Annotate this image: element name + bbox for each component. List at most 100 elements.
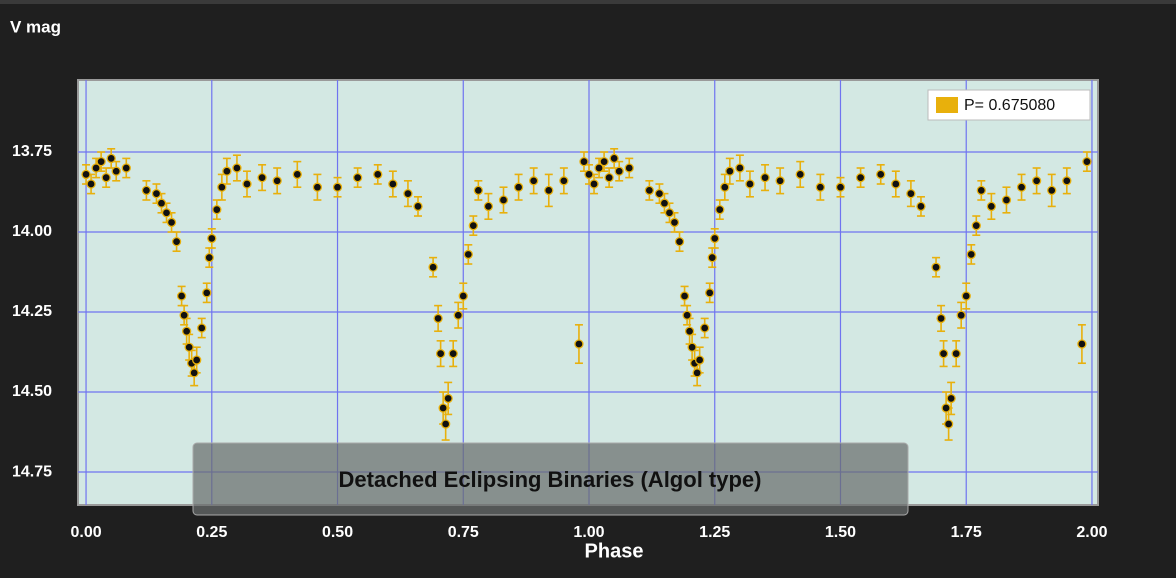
data-point xyxy=(222,166,232,176)
data-point xyxy=(986,201,997,212)
series xyxy=(81,148,1092,441)
data-point xyxy=(906,188,916,199)
data-point xyxy=(257,172,267,183)
data-point xyxy=(700,323,710,333)
data-point xyxy=(669,217,680,228)
data-point xyxy=(232,163,242,173)
data-point xyxy=(176,291,187,301)
data-point xyxy=(951,348,961,359)
data-point xyxy=(599,156,609,167)
data-point xyxy=(453,310,463,320)
data-point xyxy=(413,201,423,212)
data-point xyxy=(468,220,478,231)
data-point xyxy=(936,313,946,324)
data-point xyxy=(707,252,717,263)
data-point xyxy=(941,403,951,413)
data-point xyxy=(795,169,805,180)
data-point xyxy=(695,355,705,365)
x-tick-label: 1.00 xyxy=(573,524,604,541)
x-tick-label: 1.75 xyxy=(951,524,982,541)
data-point xyxy=(242,179,252,189)
data-point xyxy=(604,172,614,183)
x-axis-label: Phase xyxy=(585,540,644,562)
data-point xyxy=(217,182,227,192)
data-point xyxy=(705,288,715,298)
data-point xyxy=(272,176,282,186)
data-point xyxy=(101,172,111,183)
data-point xyxy=(529,176,539,186)
data-point xyxy=(559,176,569,186)
data-point xyxy=(961,291,971,301)
data-point xyxy=(745,179,755,189)
data-point xyxy=(212,204,222,215)
data-point xyxy=(674,236,685,247)
data-point xyxy=(684,326,695,336)
data-point xyxy=(594,163,604,173)
data-point xyxy=(292,169,302,180)
data-point xyxy=(1031,176,1042,186)
data-point xyxy=(373,169,383,180)
data-point xyxy=(966,249,976,260)
x-tick-label: 0.75 xyxy=(448,524,479,541)
data-point xyxy=(916,201,926,212)
data-point xyxy=(735,163,745,173)
data-point xyxy=(428,262,438,272)
data-point xyxy=(891,179,901,189)
data-point xyxy=(473,185,484,196)
legend-label: P= 0.675080 xyxy=(964,97,1055,114)
y-tick-label: 14.00 xyxy=(12,223,52,240)
data-point xyxy=(544,185,554,196)
data-point xyxy=(584,169,594,180)
data-point xyxy=(192,355,202,365)
data-point xyxy=(943,419,954,429)
data-point xyxy=(435,348,446,359)
data-point xyxy=(312,182,323,192)
data-point xyxy=(624,163,634,173)
data-point xyxy=(179,310,189,320)
annotation: Detached Eclipsing Binaries (Algol type) xyxy=(339,467,762,492)
data-point xyxy=(1016,182,1027,192)
data-point xyxy=(121,163,131,173)
y-tick-label: 14.50 xyxy=(12,383,52,400)
data-point xyxy=(609,153,619,164)
x-tick-label: 1.50 xyxy=(825,524,856,541)
x-tick-label: 0.00 xyxy=(70,524,101,541)
data-point xyxy=(166,217,177,228)
top-border xyxy=(0,0,1176,4)
annotation-box xyxy=(192,442,909,516)
data-point xyxy=(106,153,116,164)
data-point xyxy=(91,163,101,173)
data-point xyxy=(388,179,398,189)
data-point xyxy=(458,291,468,301)
data-point xyxy=(971,220,981,231)
data-point xyxy=(156,198,167,208)
data-point xyxy=(710,233,720,244)
data-point xyxy=(86,179,96,189)
data-point xyxy=(81,169,91,180)
data-point xyxy=(775,176,785,186)
x-tick-label: 2.00 xyxy=(1076,524,1107,541)
data-point xyxy=(760,172,770,183)
data-point xyxy=(332,182,343,192)
data-point xyxy=(692,368,702,378)
data-point xyxy=(589,179,599,189)
data-point xyxy=(96,156,106,167)
data-point xyxy=(835,182,846,192)
data-point xyxy=(202,288,212,298)
data-point xyxy=(352,172,363,183)
data-point xyxy=(715,204,725,215)
legend-swatch xyxy=(936,97,958,113)
data-point xyxy=(1001,195,1012,205)
data-point xyxy=(720,182,730,192)
data-point xyxy=(815,182,826,192)
data-point xyxy=(1047,185,1057,196)
data-point xyxy=(574,339,584,349)
x-tick-label: 1.25 xyxy=(699,524,730,541)
data-point xyxy=(956,310,966,320)
data-point xyxy=(938,348,949,359)
data-point xyxy=(682,310,692,320)
data-point xyxy=(438,403,448,413)
data-point xyxy=(189,368,199,378)
y-tick-label: 14.25 xyxy=(12,303,52,320)
data-point xyxy=(141,185,152,196)
